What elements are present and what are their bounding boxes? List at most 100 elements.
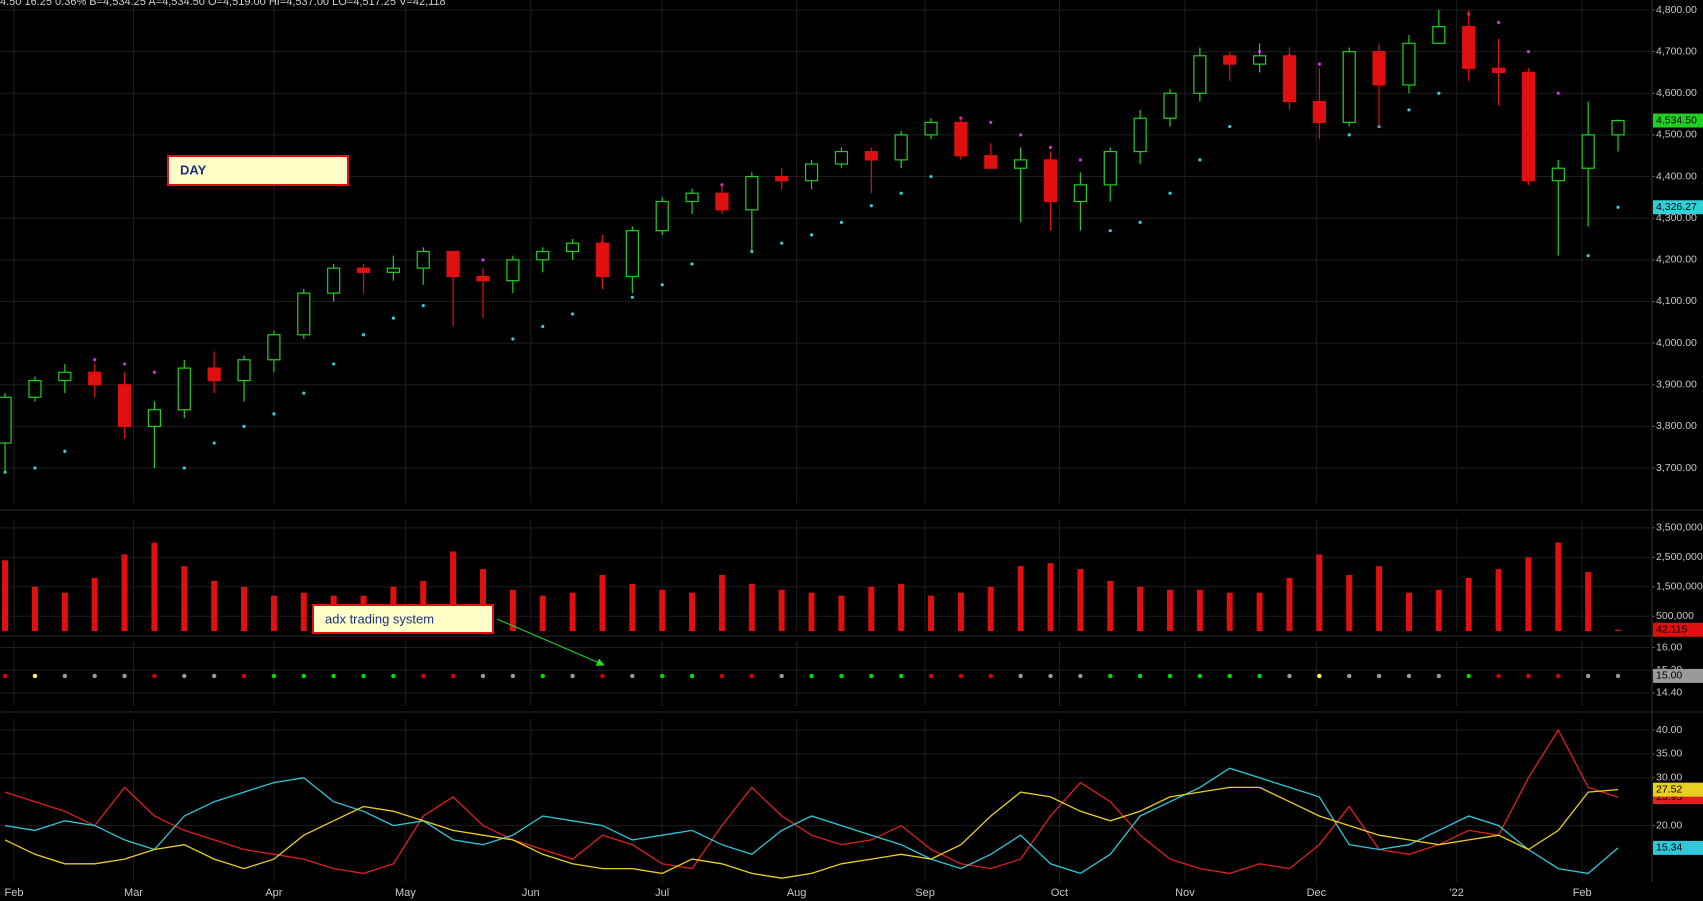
- sar-dot: [1198, 158, 1202, 162]
- volume-bar: [629, 583, 636, 631]
- signal-dot: [839, 673, 844, 679]
- sar-dot: [182, 466, 186, 470]
- signal-dot: [1018, 673, 1023, 679]
- candle-body: [1103, 150, 1117, 186]
- sar-dot: [780, 241, 784, 245]
- indicator-line: [4, 728, 1619, 875]
- volume-bar: [121, 554, 128, 631]
- signal-dot: [1167, 673, 1173, 679]
- candle-body: [117, 384, 132, 427]
- volume-bar: [1047, 563, 1054, 631]
- y-tick-label: 20.00: [1656, 819, 1682, 831]
- candle-body: [1073, 184, 1087, 203]
- candle-body: [1521, 71, 1536, 182]
- volume-bar: [718, 575, 725, 631]
- sar-dot: [391, 316, 395, 320]
- y-tick-label: 3,900.00: [1656, 379, 1697, 391]
- volume-bar: [241, 586, 248, 631]
- candle-body: [536, 250, 550, 261]
- sar-dot: [1168, 191, 1172, 195]
- y-tick-label: 500,000: [1656, 610, 1694, 622]
- signal-dot: [211, 673, 217, 679]
- candle-body: [1581, 134, 1595, 169]
- sar-dot: [63, 449, 67, 453]
- candle-body: [267, 334, 281, 361]
- y-tick-label: 4,300.00: [1656, 212, 1697, 224]
- sar-dot: [421, 304, 425, 308]
- x-tick-label: Feb: [1573, 887, 1592, 899]
- annotation-box: [167, 155, 349, 186]
- price-tag: [1653, 200, 1703, 215]
- price-tag-label: 4,326.27: [1656, 201, 1697, 213]
- volume-bar: [1226, 592, 1233, 631]
- y-tick-label: 4,600.00: [1656, 87, 1697, 99]
- y-tick-label: 4,100.00: [1656, 295, 1697, 307]
- x-tick-label: May: [395, 887, 416, 899]
- price-tag: [1653, 840, 1703, 855]
- sar-dot: [1138, 220, 1142, 224]
- sar-dot: [212, 441, 216, 445]
- indicator-line: [4, 767, 1619, 875]
- candle-body: [356, 267, 371, 273]
- volume-bar: [659, 589, 666, 631]
- sar-dot: [272, 412, 276, 416]
- volume-bar: [1376, 566, 1383, 631]
- sar-dot: [929, 174, 933, 179]
- y-tick-label: 3,800.00: [1656, 420, 1697, 432]
- y-tick-label: 4,500.00: [1656, 129, 1697, 141]
- volume-bar: [1256, 592, 1263, 631]
- signal-dot: [510, 673, 516, 679]
- signal-dot: [32, 673, 38, 679]
- y-tick-label: 40.00: [1656, 724, 1682, 736]
- candle-body: [625, 230, 639, 278]
- sar-dot: [989, 120, 993, 125]
- sar-dot: [33, 466, 37, 470]
- signal-dot: [1496, 673, 1501, 679]
- sar-dot: [481, 258, 485, 262]
- sar-dot: [332, 362, 336, 366]
- y-tick-label: 4,400.00: [1656, 170, 1697, 182]
- candle-body: [207, 367, 221, 382]
- signal-dot: [421, 673, 426, 679]
- x-tick-label: Aug: [787, 887, 807, 899]
- annotation-arrow: [496, 618, 605, 666]
- signal-dot: [869, 673, 874, 679]
- volume-bar: [1196, 589, 1203, 631]
- sar-dot: [869, 204, 873, 208]
- signal-dot: [1376, 673, 1382, 679]
- sar-dot: [1108, 229, 1112, 233]
- volume-bar: [748, 583, 755, 631]
- signal-dot: [1108, 673, 1113, 679]
- sar-dot: [242, 424, 246, 428]
- signal-dot: [660, 673, 665, 679]
- signal-dot: [1227, 673, 1232, 679]
- candle-body: [745, 175, 759, 211]
- candle-body: [446, 250, 460, 278]
- volume-bar: [928, 595, 935, 631]
- candle-body: [1432, 26, 1446, 44]
- y-tick-label: 2,500,000: [1656, 551, 1703, 563]
- signal-dot: [301, 673, 306, 679]
- volume-bar: [151, 542, 158, 631]
- x-tick-label: Feb: [5, 887, 24, 899]
- volume-bar: [450, 551, 457, 631]
- volume-bar: [181, 566, 188, 631]
- signal-dot: [391, 673, 396, 679]
- candle-body: [1402, 42, 1416, 86]
- candle-body: [1491, 67, 1506, 74]
- sar-dot: [690, 262, 694, 266]
- candle-body: [1551, 167, 1565, 182]
- signal-dot: [809, 673, 814, 679]
- signal-dot: [540, 673, 545, 679]
- y-tick-label: 4,800.00: [1656, 4, 1697, 16]
- sar-dot: [1078, 158, 1082, 162]
- signal-dot: [450, 673, 456, 679]
- volume-bar: [2, 560, 9, 631]
- sar-dot: [1228, 124, 1232, 129]
- volume-bar: [808, 592, 815, 631]
- candle-body: [655, 200, 669, 232]
- volume-bar: [1615, 629, 1622, 631]
- signal-dot: [898, 673, 904, 679]
